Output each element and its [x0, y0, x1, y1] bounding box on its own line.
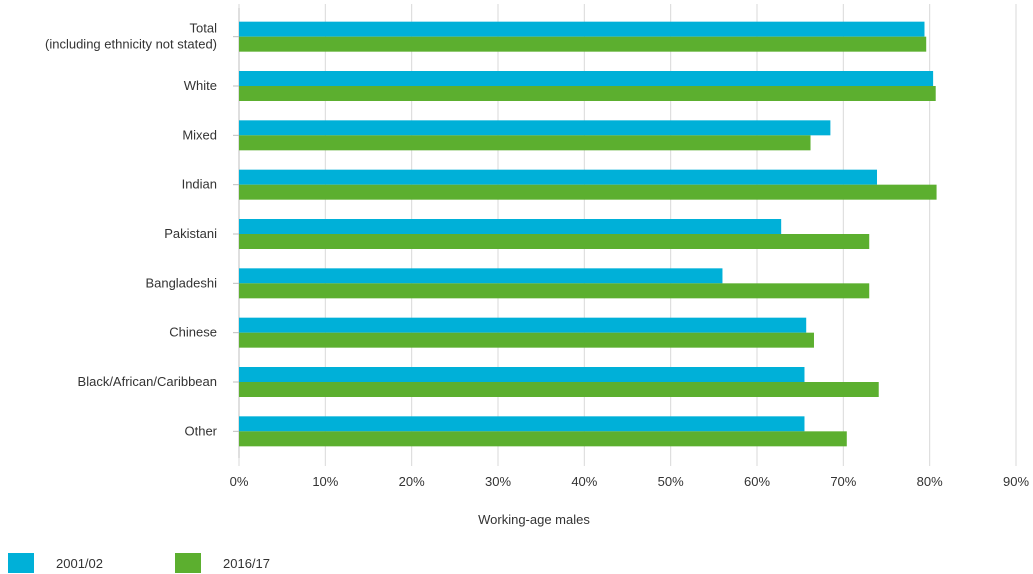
bar-2001-02-0	[239, 21, 925, 37]
category-label-5: Bangladeshi	[145, 275, 217, 290]
legend-label-2016-17: 2016/17	[223, 555, 270, 571]
bar-2001-02-7	[239, 367, 805, 382]
x-tick-label-30: 30%	[485, 474, 511, 489]
bar-2001-02-8	[239, 416, 805, 432]
category-label-1: White	[184, 78, 217, 93]
category-label-4: Pakistani	[164, 226, 217, 241]
bar-2016-17-1	[239, 86, 936, 101]
bar-2001-02-6	[239, 317, 807, 333]
x-tick-labels: 0% 10% 20% 30% 40% 50% 60% 70% 80% 90%	[230, 474, 1030, 489]
x-tick-label-90: 90%	[1003, 474, 1029, 489]
bar-2016-17-3	[239, 184, 937, 200]
category-label-2: Mixed	[182, 127, 217, 142]
category-label-3: Indian	[182, 177, 217, 192]
bar-2016-17-6	[239, 332, 814, 348]
legend-swatch-2016-17	[175, 553, 201, 573]
bar-2016-17-2	[239, 135, 811, 151]
x-tick-label-40: 40%	[571, 474, 597, 489]
bar-2016-17-5	[239, 283, 870, 299]
category-label-0-line-1: (including ethnicity not stated)	[45, 37, 217, 52]
bar-2016-17-0	[239, 36, 927, 52]
x-axis-title: Working-age males	[478, 512, 590, 527]
bar-2001-02-3	[239, 169, 878, 185]
legend-item-2001-02: 2001/02	[8, 553, 103, 573]
legend: 2001/02 2016/17	[8, 553, 342, 573]
x-tick-label-0: 0%	[230, 474, 249, 489]
category-label-6: Chinese	[169, 325, 217, 340]
bar-2016-17-7	[239, 382, 879, 397]
x-tick-label-20: 20%	[399, 474, 425, 489]
bar-2016-17-8	[239, 431, 847, 447]
bars	[239, 21, 937, 447]
bar-2016-17-4	[239, 234, 870, 249]
bar-2001-02-5	[239, 268, 723, 284]
x-tick-label-50: 50%	[658, 474, 684, 489]
x-tick-label-70: 70%	[830, 474, 856, 489]
x-tick-label-80: 80%	[917, 474, 943, 489]
category-label-0-line-0: Total	[190, 21, 218, 36]
bar-2001-02-4	[239, 219, 782, 234]
category-label-7: Black/African/Caribbean	[78, 374, 217, 389]
bar-2001-02-1	[239, 71, 934, 86]
legend-item-2016-17: 2016/17	[175, 553, 270, 573]
legend-label-2001-02: 2001/02	[56, 555, 103, 571]
x-tick-label-10: 10%	[312, 474, 338, 489]
legend-swatch-2001-02	[8, 553, 34, 573]
category-label-8: Other	[184, 423, 217, 438]
x-tick-label-60: 60%	[744, 474, 770, 489]
category-labels: Total(including ethnicity not stated) Whi…	[45, 21, 218, 439]
bar-2001-02-2	[239, 120, 831, 136]
